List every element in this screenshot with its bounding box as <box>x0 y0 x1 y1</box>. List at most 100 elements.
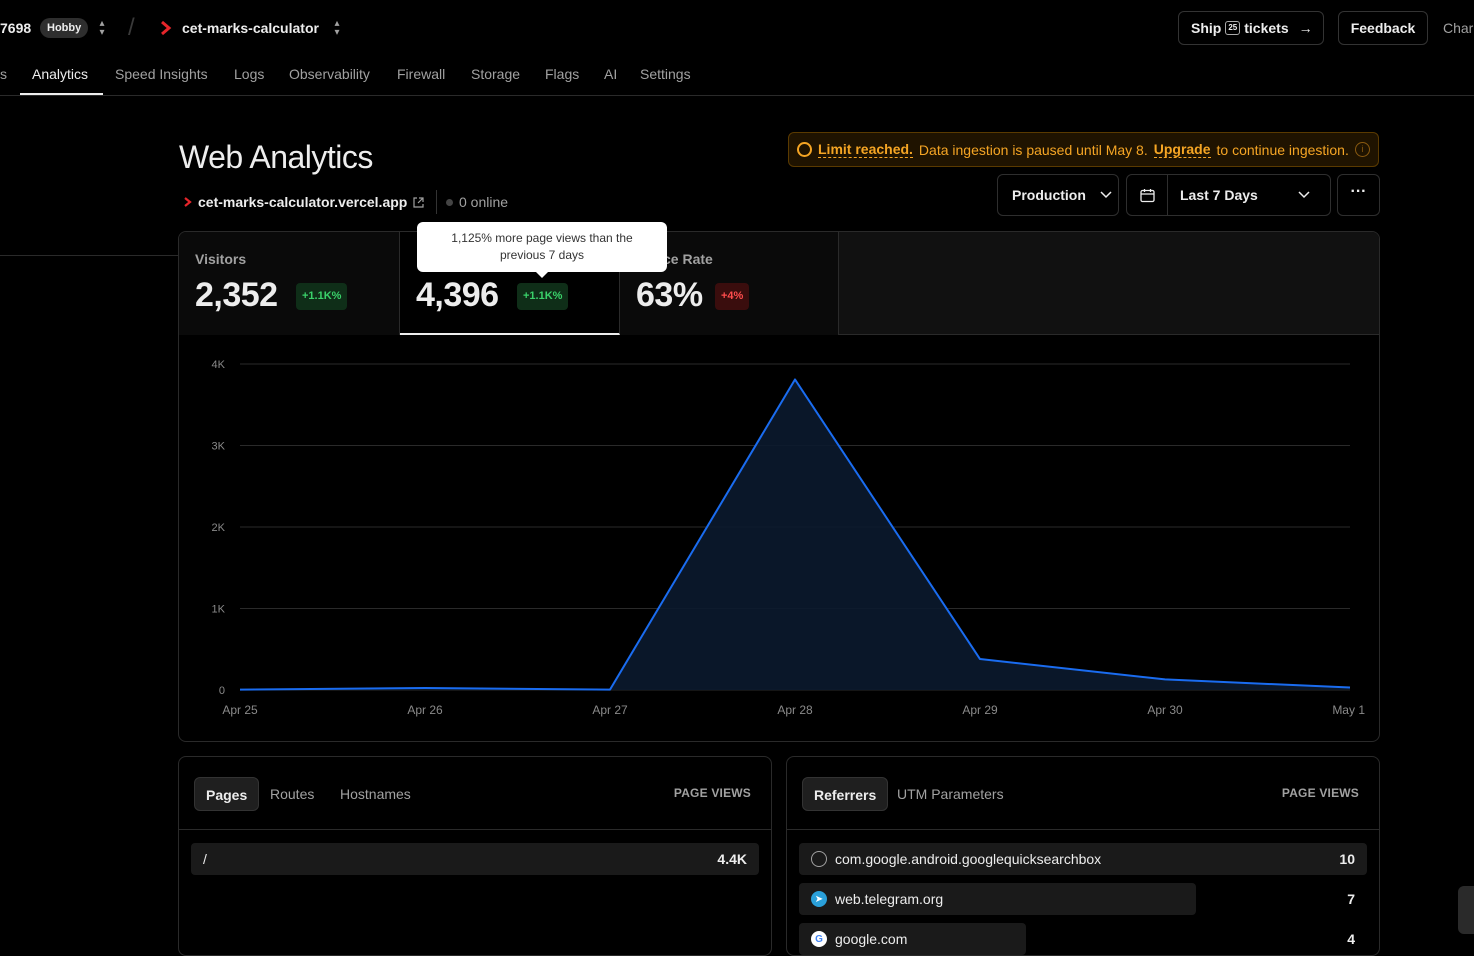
x-tick-label: Apr 30 <box>1147 703 1183 717</box>
tab-storage[interactable]: Storage <box>471 66 521 82</box>
tab-observability[interactable]: Observability <box>289 66 370 82</box>
list-item[interactable]: / 4.4K <box>191 843 759 875</box>
x-tick-label: Apr 27 <box>592 703 628 717</box>
limit-message: Data ingestion is paused until May 8. <box>918 141 1148 158</box>
metric-bounce-rate[interactable]: ce Rate 63% +4% <box>620 232 839 335</box>
tab-hostnames[interactable]: Hostnames <box>340 786 411 802</box>
tab-logs[interactable]: Logs <box>234 66 265 82</box>
list-item[interactable]: G google.com 4 <box>799 923 1367 955</box>
project-logo-icon <box>184 197 192 207</box>
x-tick-label: Apr 28 <box>777 703 813 717</box>
referrers-panel: Referrers UTM Parameters PAGE VIEWS com.… <box>786 756 1380 956</box>
divider <box>0 255 179 256</box>
metric-visitors[interactable]: Visitors 2,352 +1.1K% <box>179 232 400 335</box>
referrer-domain: web.telegram.org <box>835 891 944 907</box>
online-status: 0 online <box>446 194 508 210</box>
project-name[interactable]: cet-marks-calculator <box>182 20 319 36</box>
tab-pages[interactable]: Pages <box>194 777 260 811</box>
info-icon[interactable]: i <box>1354 142 1370 157</box>
project-switcher-icon[interactable]: ▴ ▾ <box>334 18 340 38</box>
metric-value: 4,396 <box>416 276 499 314</box>
delta-badge: +1.1K% <box>517 283 569 310</box>
date-range-value: Last 7 Days <box>1180 187 1258 203</box>
google-icon: G <box>811 931 827 947</box>
ship-tickets-button[interactable]: Ship 25 tickets → <box>1178 11 1324 45</box>
site-link[interactable]: cet-marks-calculator.vercel.app <box>184 194 424 210</box>
globe-icon <box>811 851 827 867</box>
warning-circle-icon <box>797 142 812 157</box>
share-bar <box>799 883 1196 915</box>
scroll-handle[interactable] <box>1458 886 1474 934</box>
limit-message-2: to continue ingestion. <box>1216 141 1349 158</box>
x-tick-label: May 1 <box>1332 703 1365 717</box>
metric-label: ce Rate <box>663 251 713 267</box>
share-bar <box>799 843 1367 875</box>
tab-analytics[interactable]: Analytics <box>32 66 89 82</box>
tooltip-line: 1,125% more page views than the <box>451 231 633 245</box>
metrics-filler <box>839 232 1379 335</box>
tab-utm-parameters[interactable]: UTM Parameters <box>897 786 1004 802</box>
upgrade-link[interactable]: Upgrade <box>1153 141 1211 158</box>
ship-number: 25 <box>1225 21 1241 35</box>
breadcrumb-separator: / <box>128 14 135 41</box>
page-path: / <box>203 851 207 867</box>
referrer-domain: com.google.android.googlequicksearchbox <box>835 851 1102 867</box>
share-bar <box>191 843 759 875</box>
tooltip-line: previous 7 days <box>499 248 585 262</box>
date-range-select[interactable]: Last 7 Days <box>1126 174 1331 216</box>
metric-value: 2,352 <box>195 276 278 314</box>
tab-flags[interactable]: Flags <box>545 66 580 82</box>
limit-banner: Limit reached. Data ingestion is paused … <box>788 132 1379 167</box>
x-tick-label: Apr 25 <box>222 703 258 717</box>
column-header: PAGE VIEWS <box>673 786 751 800</box>
y-tick-label: 2K <box>212 522 226 534</box>
project-nav: s Analytics Speed Insights Logs Observab… <box>0 56 1474 96</box>
tab-speed-insights[interactable]: Speed Insights <box>115 66 208 82</box>
analytics-card: Visitors 2,352 +1.1K% 4,396 +1.1K% ce Ra… <box>178 231 1380 742</box>
column-header: PAGE VIEWS <box>1281 786 1359 800</box>
divider <box>436 190 437 214</box>
tab-settings[interactable]: Settings <box>640 66 691 82</box>
y-tick-label: 3K <box>212 441 226 453</box>
series-area <box>240 379 1350 690</box>
page-views-chart[interactable]: 0 1K 2K 3K 4K Apr 25 Apr 26 Apr 27 Apr 28 Apr 29 A… <box>179 335 1380 742</box>
metric-label: Visitors <box>195 251 247 267</box>
x-tick-label: Apr 26 <box>407 703 443 717</box>
referrer-label: G google.com <box>811 931 907 947</box>
environment-select[interactable]: Production <box>997 174 1119 216</box>
list-item[interactable]: ➤ web.telegram.org 7 <box>799 883 1367 915</box>
team-id[interactable]: 7698 <box>0 20 32 36</box>
y-tick-label: 4K <box>212 359 226 371</box>
online-count: 0 online <box>459 194 509 210</box>
environment-value: Production <box>1012 187 1086 203</box>
y-tick-label: 1K <box>212 604 226 616</box>
delta-tooltip: 1,125% more page views than the previous… <box>417 222 667 278</box>
site-domain: cet-marks-calculator.vercel.app <box>198 194 408 210</box>
more-options-button[interactable]: ··· <box>1337 174 1380 216</box>
external-link-icon <box>413 196 424 208</box>
limit-reached-label: Limit reached. <box>818 141 913 158</box>
arrow-right-icon: → <box>1298 20 1313 36</box>
changelog-link[interactable]: Char <box>1443 20 1474 36</box>
page-title: Web Analytics <box>179 139 373 175</box>
list-item[interactable]: com.google.android.googlequicksearchbox … <box>799 843 1367 875</box>
tab-firewall[interactable]: Firewall <box>397 66 446 82</box>
pages-panel: Pages Routes Hostnames PAGE VIEWS / 4.4K <box>178 756 772 956</box>
referrer-label: ➤ web.telegram.org <box>811 891 943 907</box>
referrer-domain: google.com <box>835 931 908 947</box>
tab-partial[interactable]: s <box>0 66 7 82</box>
feedback-button[interactable]: Feedback <box>1338 11 1428 45</box>
chevron-down-icon <box>1100 191 1112 199</box>
top-bar: 7698 Hobby ▴ ▾ / cet-marks-calculator ▴ ▾ … <box>0 0 1474 56</box>
x-tick-label: Apr 29 <box>962 703 998 717</box>
ship-label: Ship <box>1191 20 1222 36</box>
calendar-icon <box>1127 175 1168 215</box>
team-switcher-icon[interactable]: ▴ ▾ <box>99 18 105 38</box>
tab-ai[interactable]: AI <box>604 66 618 82</box>
tab-routes[interactable]: Routes <box>270 786 315 802</box>
tab-referrers[interactable]: Referrers <box>802 777 889 811</box>
project-logo-icon <box>161 20 172 36</box>
panel-header: Pages Routes Hostnames PAGE VIEWS <box>179 757 771 830</box>
tickets-label: tickets <box>1244 20 1289 36</box>
metric-value: 63% <box>636 276 703 314</box>
